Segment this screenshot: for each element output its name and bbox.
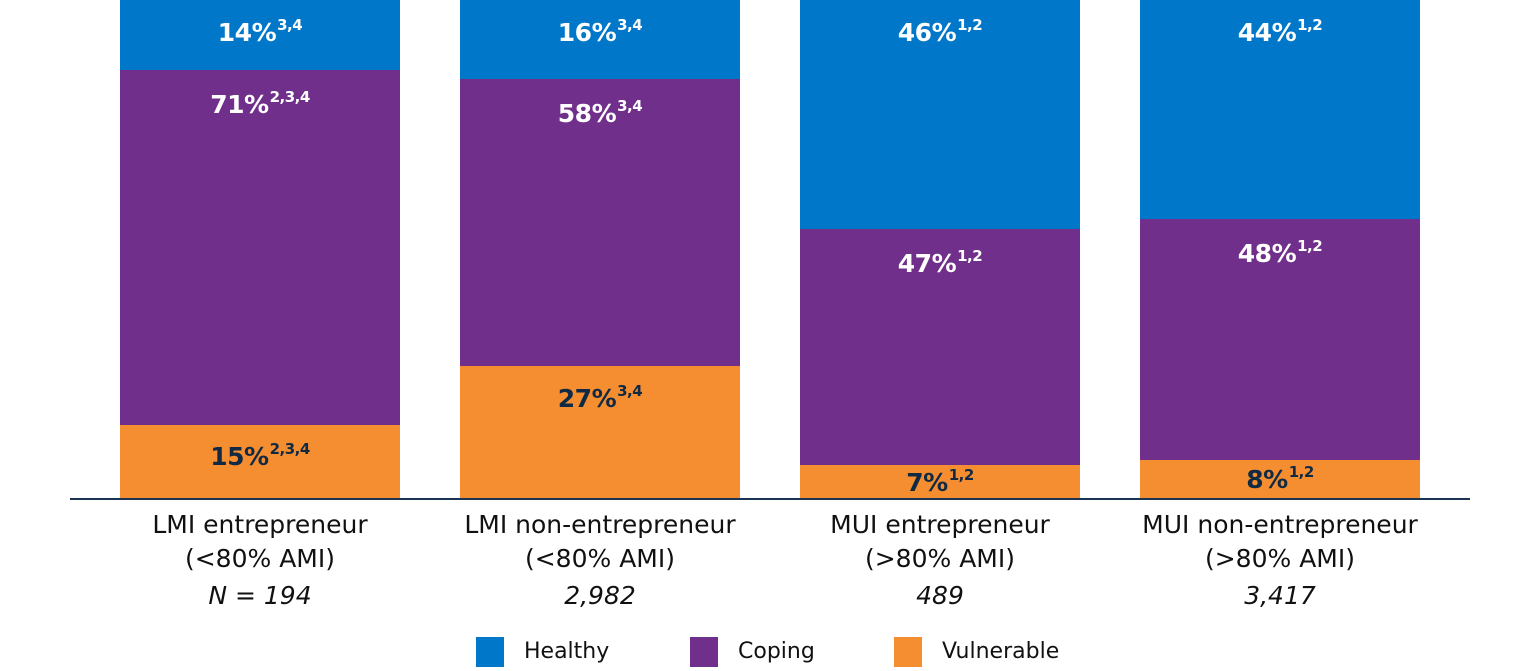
segment-value-label: 46%1,2 — [897, 16, 983, 47]
segment-value-label: 8%1,2 — [1246, 463, 1314, 494]
sample-size: 2,982 — [564, 581, 636, 610]
category-income-range: (>80% AMI) — [864, 544, 1015, 573]
vulnerable-swatch-icon — [894, 637, 922, 667]
legend-label: Healthy — [524, 639, 610, 664]
category-label-lmi-entrepreneur: LMI entrepreneur (<80% AMI) N = 194 — [90, 508, 430, 616]
segment-value-label: 14%3,4 — [217, 16, 303, 47]
legend-label: Coping — [738, 639, 815, 664]
bar-lmi-entrepreneur: 14%3,4 71%2,3,4 15%2,3,4 — [120, 0, 400, 498]
bar-lmi-non-entrepreneur: 16%3,4 58%3,4 27%3,4 — [460, 0, 740, 498]
segment-healthy: 44%1,2 — [1140, 0, 1420, 219]
x-axis-line — [70, 498, 1470, 500]
category-income-range: (<80% AMI) — [524, 544, 675, 573]
segment-vulnerable: 27%3,4 — [460, 366, 740, 498]
legend: Healthy Coping Vulnerable — [0, 637, 1540, 671]
healthy-swatch-icon — [476, 637, 504, 667]
segment-healthy: 16%3,4 — [460, 0, 740, 79]
segment-vulnerable: 7%1,2 — [800, 465, 1080, 498]
segment-value-label: 44%1,2 — [1237, 16, 1323, 47]
segment-value-label: 7%1,2 — [906, 466, 974, 497]
category-name: MUI non-entrepreneur — [1142, 510, 1418, 539]
stacked-bar-chart: 14%3,4 71%2,3,4 15%2,3,4 16%3,4 58%3,4 2… — [70, 0, 1470, 500]
sample-size: 3,417 — [1244, 581, 1316, 610]
segment-vulnerable: 15%2,3,4 — [120, 425, 400, 498]
segment-healthy: 14%3,4 — [120, 0, 400, 70]
legend-item-coping: Coping — [690, 637, 815, 667]
segment-healthy: 46%1,2 — [800, 0, 1080, 229]
sample-size: N = 194 — [208, 581, 312, 610]
sample-size: 489 — [916, 581, 964, 610]
coping-swatch-icon — [690, 637, 718, 667]
category-label-mui-entrepreneur: MUI entrepreneur (>80% AMI) 489 — [770, 508, 1110, 616]
category-income-range: (<80% AMI) — [184, 544, 335, 573]
category-label-mui-non-entrepreneur: MUI non-entrepreneur (>80% AMI) 3,417 — [1110, 508, 1450, 616]
segment-value-label: 47%1,2 — [897, 247, 983, 278]
segment-vulnerable: 8%1,2 — [1140, 460, 1420, 498]
category-name: MUI entrepreneur — [830, 510, 1050, 539]
segment-value-label: 27%3,4 — [557, 382, 643, 413]
segment-coping: 58%3,4 — [460, 79, 740, 366]
segment-value-label: 58%3,4 — [557, 97, 643, 128]
segment-value-label: 16%3,4 — [557, 16, 643, 47]
category-name: LMI entrepreneur — [152, 510, 368, 539]
legend-label: Vulnerable — [942, 639, 1060, 664]
category-income-range: (>80% AMI) — [1204, 544, 1355, 573]
segment-coping: 71%2,3,4 — [120, 70, 400, 425]
segment-value-label: 15%2,3,4 — [210, 440, 310, 471]
segment-coping: 47%1,2 — [800, 229, 1080, 465]
legend-item-healthy: Healthy — [476, 637, 609, 667]
segment-value-label: 48%1,2 — [1237, 237, 1323, 268]
bar-mui-entrepreneur: 46%1,2 47%1,2 7%1,2 — [800, 0, 1080, 498]
segment-coping: 48%1,2 — [1140, 219, 1420, 460]
legend-item-vulnerable: Vulnerable — [894, 637, 1059, 667]
bar-mui-non-entrepreneur: 44%1,2 48%1,2 8%1,2 — [1140, 0, 1420, 498]
category-name: LMI non-entrepreneur — [464, 510, 736, 539]
category-label-lmi-non-entrepreneur: LMI non-entrepreneur (<80% AMI) 2,982 — [430, 508, 770, 616]
segment-value-label: 71%2,3,4 — [210, 88, 310, 119]
